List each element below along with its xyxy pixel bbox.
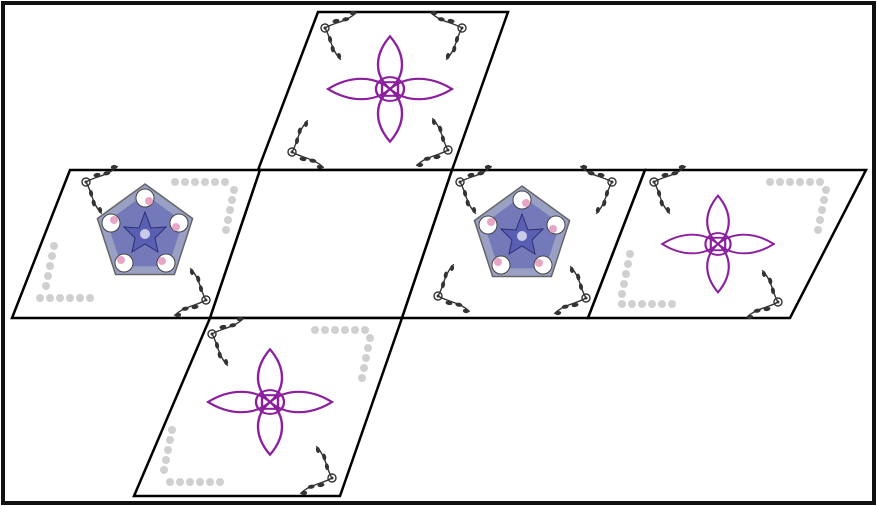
face-far-right — [586, 163, 869, 321]
face-bottom — [132, 315, 404, 498]
